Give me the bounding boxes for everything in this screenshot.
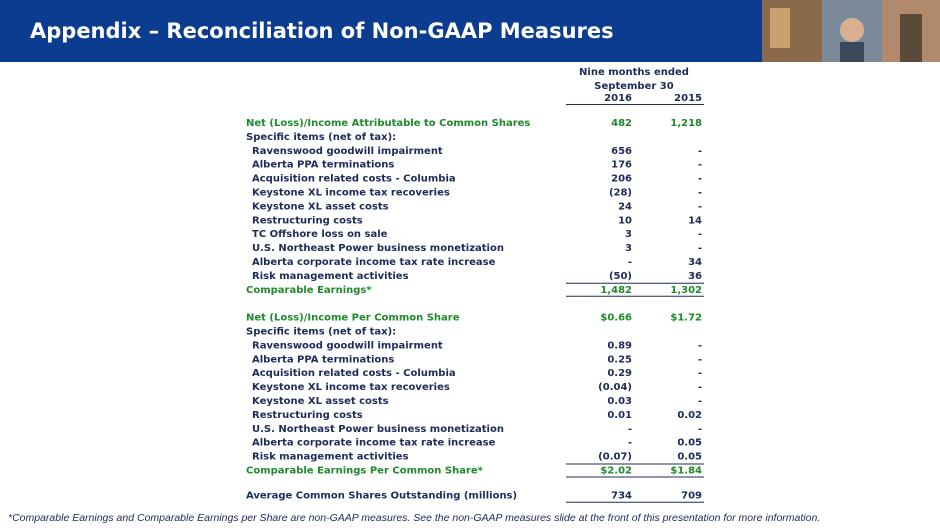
row-value: - bbox=[698, 229, 702, 240]
row-label: Comparable Earnings* bbox=[246, 285, 372, 296]
row-value: - bbox=[698, 354, 702, 365]
row-label: Acquisition related costs - Columbia bbox=[252, 368, 456, 379]
row-value: 1,482 bbox=[600, 285, 632, 296]
row-label: Keystone XL asset costs bbox=[252, 396, 389, 407]
row-label: Keystone XL asset costs bbox=[252, 201, 389, 212]
column-caption: Nine months ended bbox=[579, 67, 689, 78]
row-value: - bbox=[698, 424, 702, 435]
column-header: 2015 bbox=[674, 93, 702, 104]
row-value: 0.03 bbox=[607, 396, 632, 407]
row-value: - bbox=[698, 160, 702, 171]
row-label: Alberta corporate income tax rate increa… bbox=[252, 257, 496, 268]
row-label: U.S. Northeast Power business monetizati… bbox=[252, 424, 504, 435]
column-caption: September 30 bbox=[594, 81, 673, 92]
row-value: $0.66 bbox=[600, 313, 632, 324]
row-label: Average Common Shares Outstanding (milli… bbox=[246, 490, 517, 501]
row-value: - bbox=[698, 368, 702, 379]
row-label: Alberta PPA terminations bbox=[252, 354, 394, 365]
row-value: 14 bbox=[688, 215, 702, 226]
row-value: (28) bbox=[609, 188, 632, 199]
row-value: $1.72 bbox=[670, 313, 702, 324]
row-label: Acquisition related costs - Columbia bbox=[252, 174, 456, 185]
row-label: Net (Loss)/Income Per Common Share bbox=[246, 313, 460, 324]
row-label: Keystone XL income tax recoveries bbox=[252, 382, 450, 393]
row-value: 3 bbox=[625, 229, 632, 240]
photo-detail bbox=[840, 18, 864, 42]
row-value: - bbox=[698, 340, 702, 351]
slide-title: Appendix – Reconciliation of Non-GAAP Me… bbox=[30, 19, 614, 43]
row-value: - bbox=[698, 382, 702, 393]
row-value: - bbox=[698, 146, 702, 157]
row-value: 482 bbox=[611, 118, 632, 129]
row-label: U.S. Northeast Power business monetizati… bbox=[252, 243, 504, 254]
row-value: $1.84 bbox=[670, 466, 702, 477]
row-value: - bbox=[698, 201, 702, 212]
photo-detail bbox=[770, 8, 790, 48]
row-value: 0.02 bbox=[677, 410, 702, 421]
subheading: Specific items (net of tax): bbox=[246, 327, 396, 338]
row-label: TC Offshore loss on sale bbox=[252, 229, 388, 240]
row-value: 1,218 bbox=[670, 118, 702, 129]
row-value: (50) bbox=[609, 271, 632, 282]
row-value: - bbox=[698, 188, 702, 199]
subheading: Specific items (net of tax): bbox=[246, 132, 396, 143]
row-label: Risk management activities bbox=[252, 452, 409, 463]
row-value: 0.29 bbox=[607, 368, 632, 379]
footnote: *Comparable Earnings and Comparable Earn… bbox=[8, 512, 820, 524]
row-label: Alberta corporate income tax rate increa… bbox=[252, 438, 496, 449]
row-label: Ravenswood goodwill impairment bbox=[252, 340, 443, 351]
row-value: - bbox=[628, 438, 632, 449]
row-value: - bbox=[628, 257, 632, 268]
row-value: 0.89 bbox=[607, 340, 632, 351]
row-label: Ravenswood goodwill impairment bbox=[252, 146, 443, 157]
row-value: 206 bbox=[611, 174, 632, 185]
row-value: (0.07) bbox=[598, 452, 632, 463]
row-value: - bbox=[698, 243, 702, 254]
row-value: 34 bbox=[688, 257, 702, 268]
row-label: Risk management activities bbox=[252, 271, 409, 282]
row-value: 10 bbox=[618, 215, 632, 226]
row-value: 36 bbox=[688, 271, 702, 282]
header-photos bbox=[762, 0, 940, 62]
row-value: 656 bbox=[611, 146, 632, 157]
column-header: 2016 bbox=[604, 93, 632, 104]
row-value: 1,302 bbox=[670, 285, 702, 296]
row-value: - bbox=[698, 396, 702, 407]
row-label: Comparable Earnings Per Common Share* bbox=[246, 466, 484, 477]
row-label: Net (Loss)/Income Attributable to Common… bbox=[246, 118, 530, 129]
title-bar bbox=[0, 0, 762, 62]
row-value: 0.05 bbox=[677, 452, 702, 463]
row-label: Keystone XL income tax recoveries bbox=[252, 188, 450, 199]
row-value: - bbox=[698, 174, 702, 185]
row-value: 734 bbox=[611, 490, 632, 501]
photo-detail bbox=[840, 42, 864, 62]
row-value: 24 bbox=[618, 201, 632, 212]
row-label: Restructuring costs bbox=[252, 215, 363, 226]
row-value: (0.04) bbox=[598, 382, 632, 393]
row-value: 0.05 bbox=[677, 438, 702, 449]
row-label: Restructuring costs bbox=[252, 410, 363, 421]
row-value: 0.01 bbox=[607, 410, 632, 421]
row-value: 709 bbox=[681, 490, 702, 501]
row-value: 176 bbox=[611, 160, 632, 171]
photo-detail bbox=[900, 14, 922, 62]
row-label: Alberta PPA terminations bbox=[252, 160, 394, 171]
row-value: $2.02 bbox=[600, 466, 632, 477]
row-value: 0.25 bbox=[607, 354, 632, 365]
row-value: 3 bbox=[625, 243, 632, 254]
row-value: - bbox=[628, 424, 632, 435]
